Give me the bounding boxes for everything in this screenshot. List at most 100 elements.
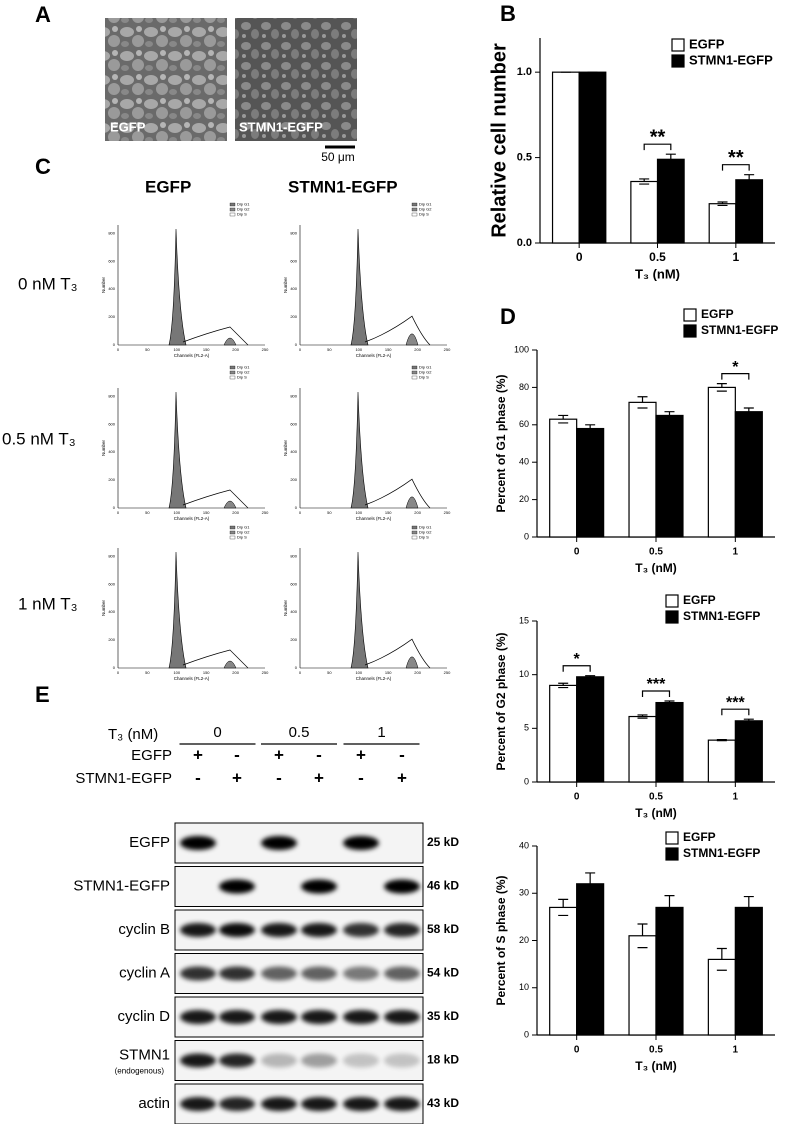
blot-size: 35 kD <box>427 1009 459 1023</box>
hist-legend-swatch <box>411 530 418 535</box>
hist-x-tick: 50 <box>327 347 332 352</box>
legend-label: STMN1-EGFP <box>701 323 778 337</box>
y-tick-label: 15 <box>519 615 529 625</box>
blot-size: 25 kD <box>427 835 459 849</box>
x-tick-label: 0.5 <box>649 547 663 558</box>
y-axis-label: Relative cell number <box>488 43 510 238</box>
hist-y-tick: 600 <box>290 421 297 426</box>
band <box>261 836 297 850</box>
hist-x-tick: 250 <box>262 670 269 675</box>
g1-peak <box>168 391 187 509</box>
hist-legend-label: Dip S <box>237 535 247 540</box>
hist-y-tick: 400 <box>290 609 297 614</box>
condition-sign: - <box>195 768 201 787</box>
bar <box>628 401 657 538</box>
band <box>180 1010 216 1024</box>
condition-sign: - <box>399 745 405 764</box>
condition-sign: - <box>234 745 240 764</box>
hist-x-tick: 200 <box>414 670 421 675</box>
significance-bracket <box>641 690 671 697</box>
legend-label: EGFP <box>683 593 716 607</box>
condition-sign: - <box>316 745 322 764</box>
hist-legend-label: Dip S <box>419 535 429 540</box>
band <box>384 879 420 894</box>
hist-x-tick: 150 <box>203 347 210 352</box>
blot-label: cyclin B <box>118 921 170 938</box>
hist-x-tick: 0 <box>117 670 120 675</box>
bar <box>549 684 578 783</box>
band <box>384 923 420 937</box>
significance-bracket <box>721 373 750 380</box>
band <box>343 923 379 937</box>
error-bar <box>716 739 727 742</box>
x-tick-label: 0.5 <box>649 250 666 264</box>
row-label: 0 nM T₃ <box>18 274 78 293</box>
significance-label: ** <box>650 126 666 148</box>
blot-size: 43 kD <box>427 1096 459 1110</box>
error-bar <box>664 411 675 420</box>
hist-y-label: Number <box>283 600 288 617</box>
hist-x-tick: 150 <box>385 510 392 515</box>
hist-x-tick: 100 <box>173 510 180 515</box>
error-bar <box>743 407 754 417</box>
hist-legend-label: Dip G1 <box>237 202 250 207</box>
dose-header: T₃ (nM) <box>108 726 158 743</box>
condition-label: EGFP <box>131 747 172 764</box>
hist-legend-label: Dip G1 <box>237 525 250 530</box>
hist-x-label: Channels (FL2-A) <box>174 353 210 358</box>
blot-note: (endogenous) <box>115 1067 165 1076</box>
error-bar <box>717 201 728 207</box>
row-label: 1 nM T₃ <box>18 594 78 613</box>
g1-peak <box>350 391 369 509</box>
hist-y-tick: 400 <box>290 286 297 291</box>
hist-legend-label: Dip G1 <box>419 202 432 207</box>
blot-label: actin <box>138 1095 170 1112</box>
bar <box>655 414 684 538</box>
g1-peak <box>168 551 187 669</box>
hist-y-tick: 800 <box>290 393 297 398</box>
hist-x-tick: 250 <box>444 670 451 675</box>
hist-x-tick: 100 <box>355 670 362 675</box>
hist-x-tick: 100 <box>355 347 362 352</box>
y-tick-label: 10 <box>519 669 529 679</box>
scale-label: 50 μm <box>321 150 355 164</box>
y-tick-label: 0 <box>524 776 529 786</box>
legend-swatch <box>671 38 685 52</box>
error-bar <box>665 153 676 166</box>
hist-y-tick: 0 <box>295 505 298 510</box>
hist-x-tick: 150 <box>385 670 392 675</box>
significance-bracket <box>643 143 672 151</box>
hist-legend-label: Dip G2 <box>237 530 250 535</box>
hist-legend-swatch <box>411 525 418 530</box>
band <box>219 879 255 894</box>
x-axis-label: T₃ (nM) <box>635 1059 677 1073</box>
g1-peak <box>350 228 369 346</box>
band <box>301 1053 337 1068</box>
hist-legend-swatch <box>411 365 418 370</box>
hist-y-tick: 0 <box>113 665 116 670</box>
condition-sign: - <box>276 768 282 787</box>
legend-swatch <box>671 54 685 68</box>
hist-legend-swatch <box>229 202 236 207</box>
g1-peak <box>350 551 369 669</box>
blot-strip <box>174 1083 424 1124</box>
x-axis-label: T₃ (nM) <box>635 266 680 281</box>
condition-sign: + <box>314 768 324 787</box>
hist-x-tick: 100 <box>355 510 362 515</box>
band <box>384 1097 420 1111</box>
micrograph <box>105 18 227 141</box>
band <box>219 1053 255 1068</box>
hist-x-tick: 200 <box>232 347 239 352</box>
hist-x-tick: 200 <box>232 510 239 515</box>
legend-label: STMN1-EGFP <box>683 609 760 623</box>
bar <box>576 427 605 538</box>
panel-label: D <box>500 304 516 329</box>
hist-legend-swatch <box>229 207 236 212</box>
hist-legend-swatch <box>411 535 418 540</box>
hist-y-tick: 600 <box>108 581 115 586</box>
hist-y-tick: 0 <box>295 665 298 670</box>
bar <box>734 411 763 538</box>
significance-label: ** <box>728 147 744 169</box>
s-phase <box>182 649 249 669</box>
panel-label: C <box>35 154 51 179</box>
